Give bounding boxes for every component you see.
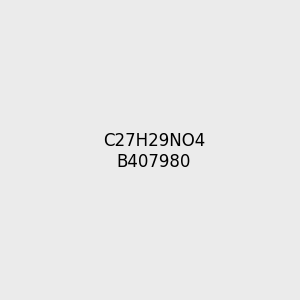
Text: C27H29NO4
B407980: C27H29NO4 B407980 xyxy=(103,132,205,171)
